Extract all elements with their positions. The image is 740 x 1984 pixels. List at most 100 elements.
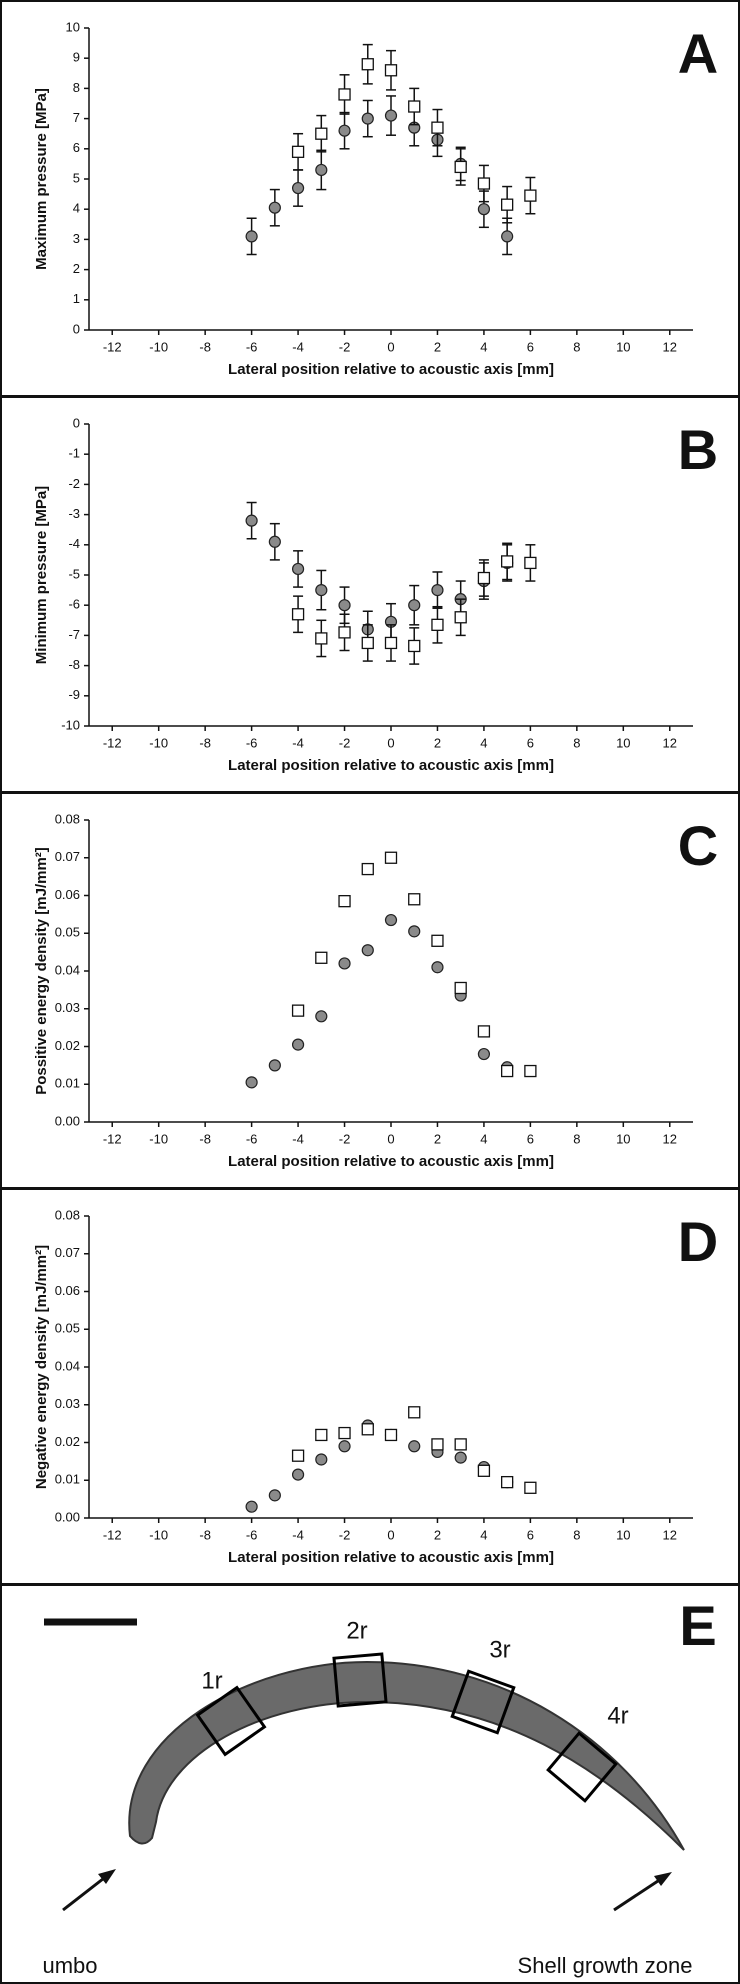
- region-label: 4r: [607, 1702, 628, 1729]
- point: [338, 957, 351, 970]
- point: [245, 514, 258, 527]
- x-tick-label: -6: [246, 1527, 258, 1542]
- x-tick-label: 10: [616, 735, 630, 750]
- x-tick-label: 2: [434, 735, 441, 750]
- growth-zone-label: Shell growth zone: [518, 1953, 693, 1978]
- x-tick-label: 0: [387, 735, 394, 750]
- point: [454, 160, 467, 174]
- y-tick-label: 0.05: [55, 925, 80, 940]
- panel-border: [0, 1188, 740, 1585]
- point: [501, 198, 514, 211]
- x-tick-label: 12: [663, 339, 677, 354]
- point: [338, 626, 351, 639]
- y-tick-label: 9: [73, 50, 80, 65]
- x-tick-label: 2: [434, 339, 441, 354]
- point: [315, 951, 328, 964]
- point: [291, 1004, 305, 1017]
- point: [477, 203, 491, 216]
- y-tick-label: 0.02: [55, 1434, 80, 1449]
- point: [408, 639, 421, 653]
- x-axis-label: Lateral position relative to acoustic ax…: [228, 757, 554, 774]
- x-tick-label: -2: [339, 1131, 351, 1146]
- y-axis-label: Maximum pressure [MPa]: [33, 88, 50, 270]
- point: [338, 1426, 351, 1440]
- x-tick-label: -8: [199, 339, 211, 354]
- panel-border: [0, 792, 740, 1189]
- y-tick-label: -7: [68, 627, 80, 642]
- point: [291, 608, 305, 621]
- y-tick-label: 0.07: [55, 849, 80, 864]
- x-tick-label: -4: [292, 735, 304, 750]
- x-tick-label: 4: [480, 1527, 487, 1542]
- y-tick-label: 7: [73, 110, 80, 125]
- point: [268, 1059, 281, 1072]
- x-tick-label: 2: [434, 1527, 441, 1542]
- y-tick-label: 0.06: [55, 887, 80, 902]
- shell-diagram: 1r 2r 3r 4r E umbo Shell growth zone: [0, 1584, 740, 1984]
- panel-letter: E: [679, 1594, 716, 1657]
- point: [384, 1428, 398, 1442]
- point: [431, 961, 444, 974]
- point: [338, 599, 351, 612]
- x-tick-label: -8: [199, 1527, 211, 1542]
- x-tick-label: -6: [246, 339, 258, 354]
- point: [454, 611, 467, 624]
- point: [315, 1428, 328, 1442]
- y-tick-label: 4: [73, 201, 80, 216]
- panel-letter: B: [678, 418, 718, 481]
- x-tick-label: 0: [387, 1131, 394, 1146]
- y-tick-label: 0: [73, 415, 80, 430]
- panel-border: [0, 396, 740, 793]
- point: [361, 112, 374, 125]
- point: [268, 201, 281, 214]
- point: [477, 1047, 491, 1061]
- x-tick-label: 12: [663, 735, 677, 750]
- point: [315, 1010, 328, 1023]
- y-tick-label: -3: [68, 506, 80, 521]
- x-tick-label: -2: [339, 1527, 351, 1542]
- x-tick-label: 4: [480, 1131, 487, 1146]
- x-tick-label: 0: [387, 339, 394, 354]
- x-tick-label: -12: [103, 735, 122, 750]
- x-tick-label: 8: [573, 735, 580, 750]
- point: [431, 584, 444, 597]
- x-tick-label: 10: [616, 1131, 630, 1146]
- y-tick-label: 0.05: [55, 1321, 80, 1336]
- point: [524, 1481, 537, 1494]
- point: [477, 177, 491, 190]
- x-tick-label: -2: [339, 735, 351, 750]
- x-tick-label: 10: [616, 1527, 630, 1542]
- point: [477, 1025, 491, 1038]
- point: [408, 1440, 421, 1453]
- y-tick-label: 6: [73, 140, 80, 155]
- point: [245, 1076, 258, 1089]
- y-tick-label: 0.08: [55, 1207, 80, 1222]
- point: [315, 1453, 328, 1466]
- x-tick-label: -6: [246, 1131, 258, 1146]
- point: [477, 571, 491, 585]
- point: [361, 58, 374, 71]
- y-tick-label: -10: [61, 717, 80, 732]
- y-tick-label: 0.08: [55, 811, 80, 826]
- x-tick-label: 4: [480, 735, 487, 750]
- panel-letter: D: [678, 1210, 718, 1273]
- umbo-label: umbo: [42, 1953, 97, 1978]
- point: [315, 127, 328, 140]
- y-tick-label: 0: [73, 321, 80, 336]
- arrow-head: [98, 1869, 116, 1884]
- point: [408, 100, 421, 113]
- region-label: 1r: [201, 1667, 222, 1694]
- point: [454, 1451, 467, 1464]
- point: [408, 1406, 421, 1419]
- point: [501, 1064, 514, 1078]
- x-tick-label: -8: [199, 735, 211, 750]
- point: [384, 913, 398, 927]
- x-tick-label: -12: [103, 1131, 122, 1146]
- x-tick-label: -4: [292, 339, 304, 354]
- region-box: [332, 1652, 388, 1708]
- region-label: 3r: [489, 1636, 510, 1663]
- y-tick-label: 10: [66, 19, 80, 34]
- point: [384, 64, 398, 77]
